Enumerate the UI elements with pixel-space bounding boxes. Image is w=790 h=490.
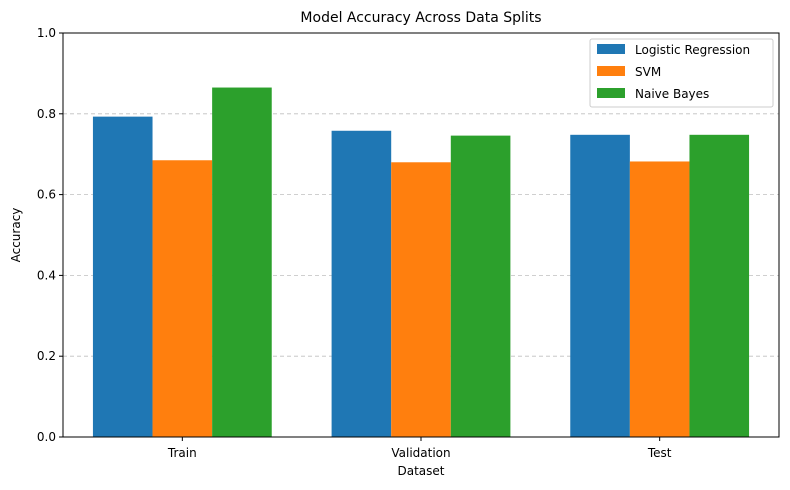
y-tick-label: 0.0 (37, 430, 56, 444)
x-tick-label: Validation (391, 446, 450, 460)
legend-label: Naive Bayes (635, 87, 709, 101)
chart-title: Model Accuracy Across Data Splits (300, 10, 541, 26)
y-tick-label: 0.8 (37, 107, 56, 121)
x-tick-label: Train (167, 446, 197, 460)
bars (92, 87, 750, 438)
bar-svm-validation (391, 162, 451, 437)
legend-swatch (597, 88, 625, 98)
bar-logistic-regression-test (570, 134, 630, 438)
bar-naive-bayes-validation (450, 135, 511, 437)
x-tick-label: Test (647, 446, 672, 460)
y-axis: 0.0 0.2 0.4 0.6 0.8 1.0 (37, 26, 63, 444)
x-axis: Train Validation Test (167, 437, 672, 460)
legend-box (589, 38, 774, 108)
legend: Logistic Regression SVM Naive Bayes (589, 38, 774, 108)
y-tick-label: 1.0 (37, 26, 56, 40)
bar-logistic-regression-validation (331, 130, 392, 437)
y-tick-label: 0.4 (37, 268, 56, 282)
bar-naive-bayes-test (689, 134, 750, 438)
legend-swatch (597, 44, 625, 54)
y-tick-label: 0.2 (37, 349, 56, 363)
legend-label: SVM (635, 65, 661, 79)
legend-swatch (597, 66, 625, 76)
bar-naive-bayes-train (212, 87, 272, 437)
bar-svm-test (629, 161, 690, 438)
bar-logistic-regression-train (92, 116, 153, 438)
legend-label: Logistic Regression (635, 43, 750, 57)
y-axis-label: Accuracy (9, 208, 23, 263)
x-axis-label: Dataset (398, 464, 445, 478)
y-tick-label: 0.6 (37, 188, 56, 202)
bar-svm-train (152, 160, 213, 437)
